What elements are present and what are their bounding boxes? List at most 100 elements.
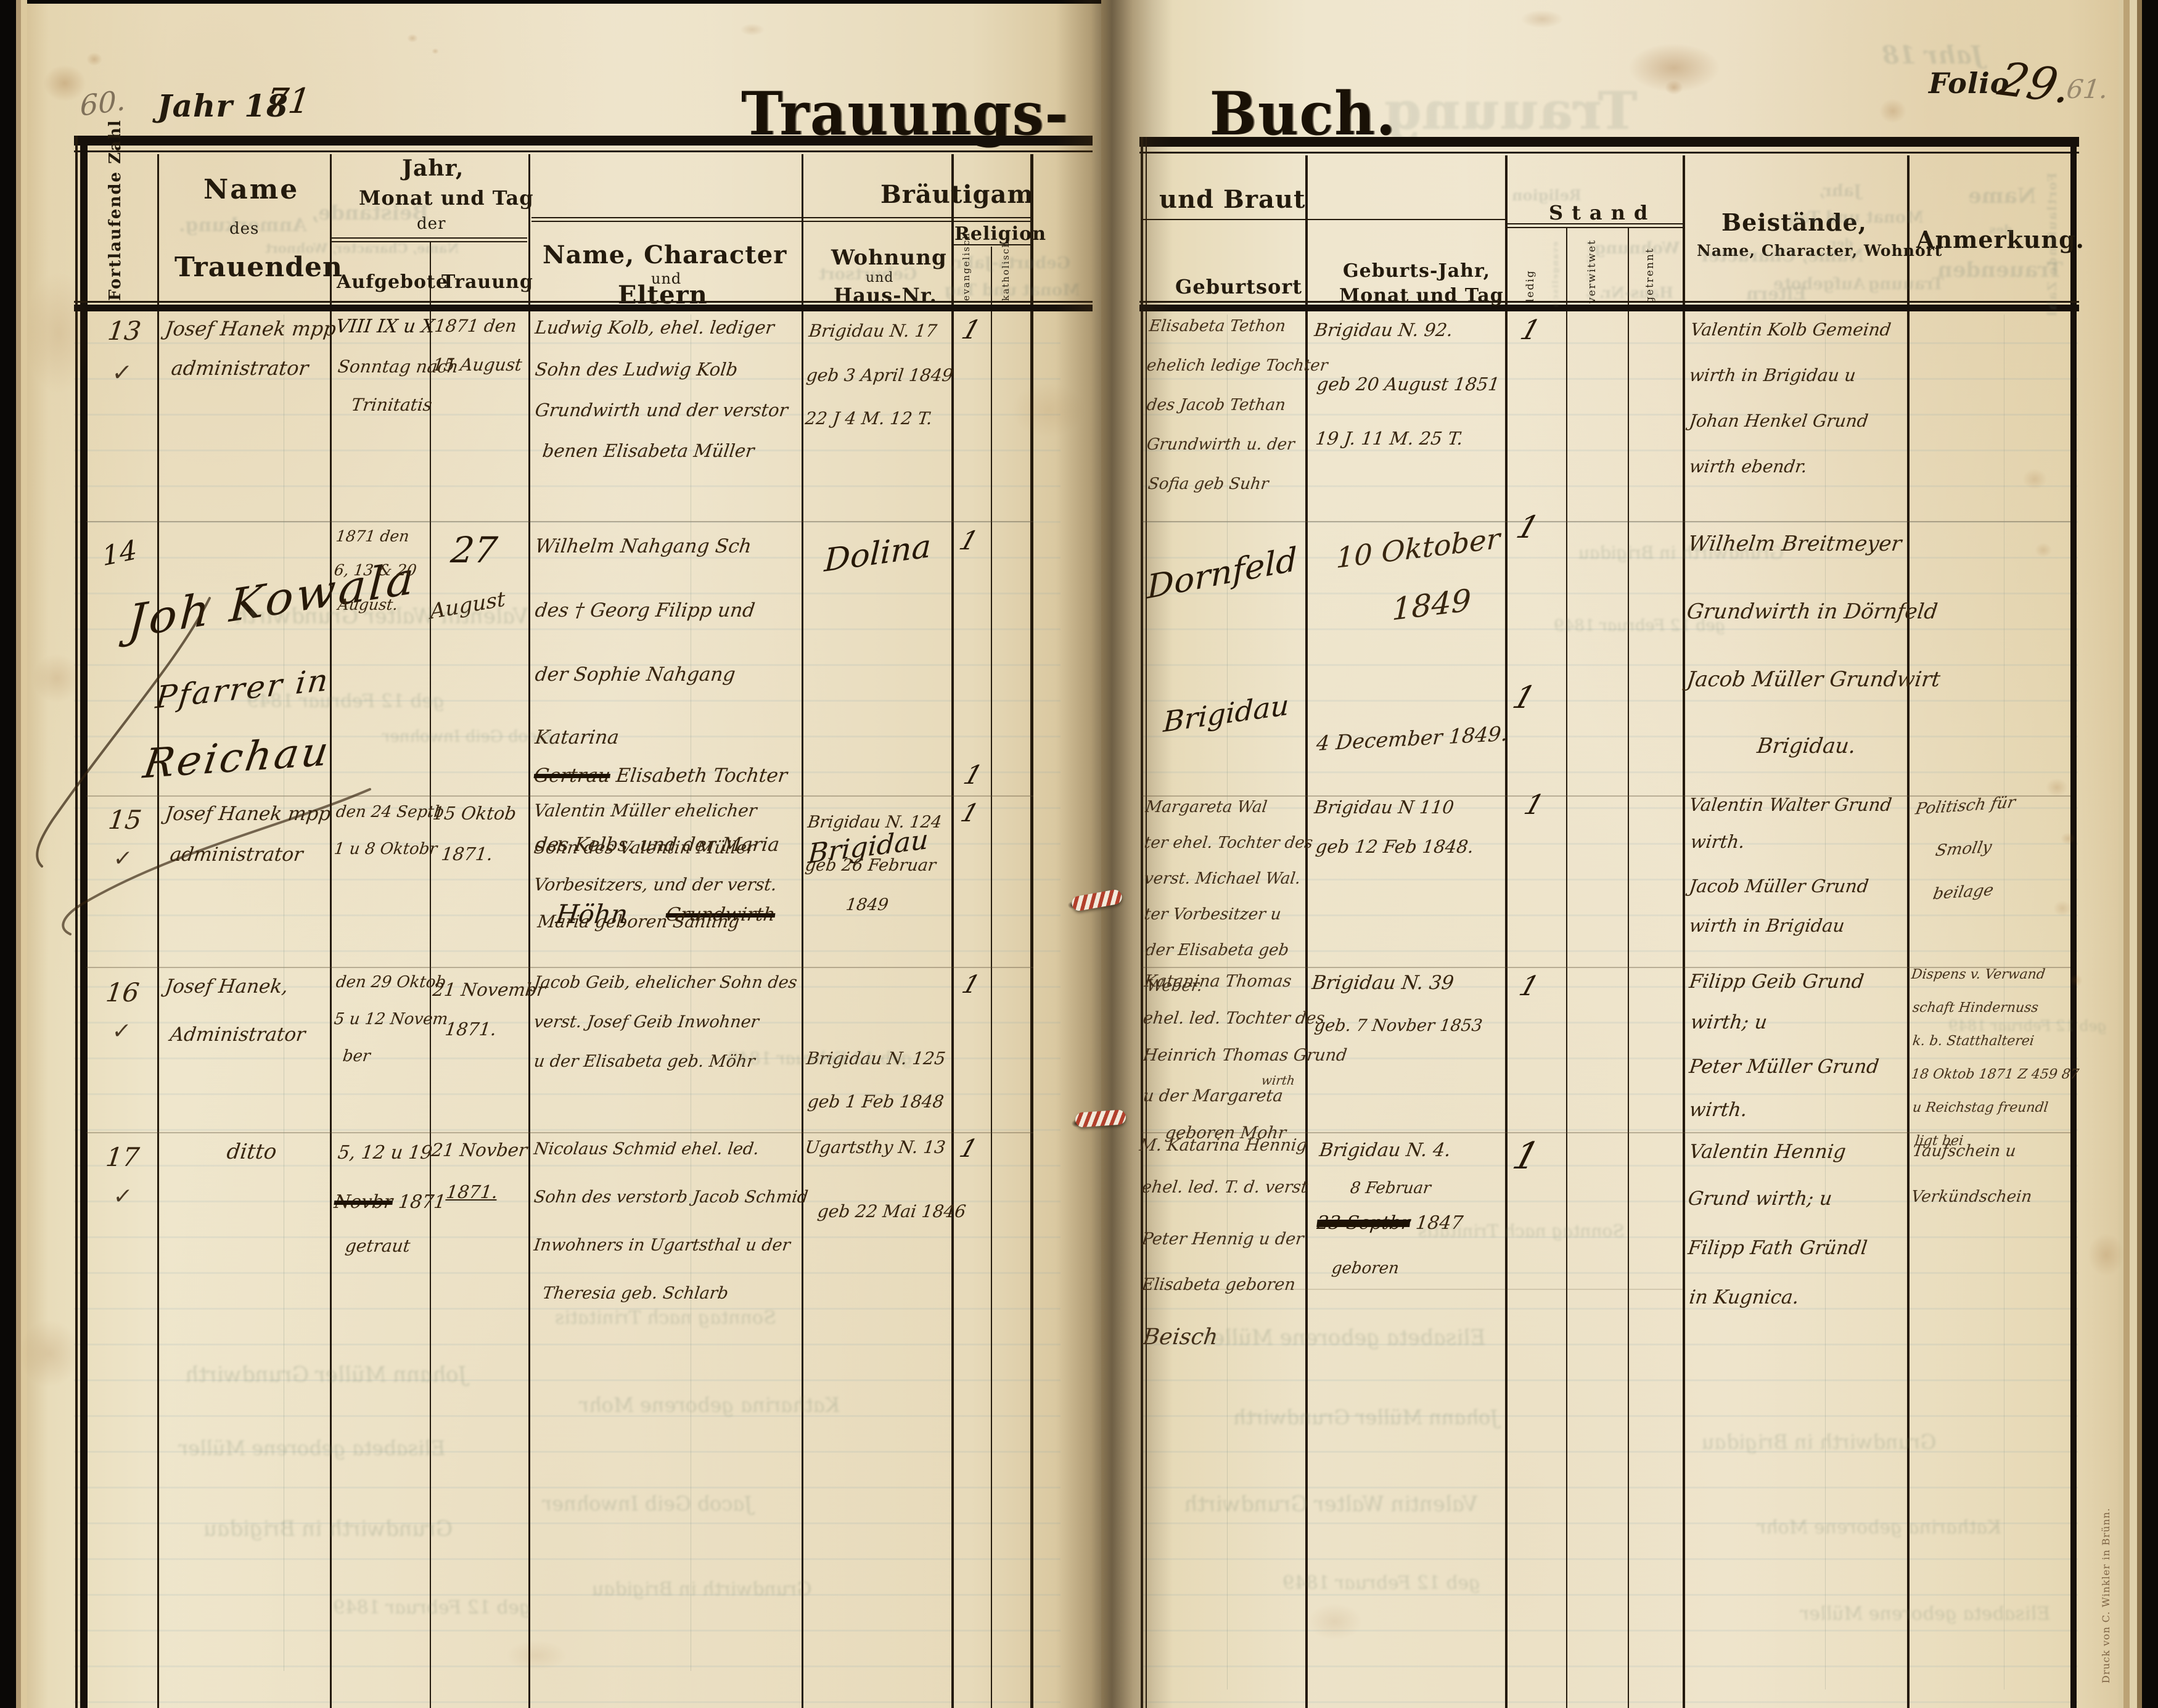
row13-banns-line3: Trinitatis xyxy=(350,395,433,415)
header-der: der xyxy=(417,215,446,233)
bleedthrough-script-20: Katharina geborene Mohr xyxy=(1755,1517,2003,1538)
stain-12 xyxy=(18,1320,80,1387)
row16-groom-line3: u der Elisabeta geb. Möhr xyxy=(533,1052,757,1071)
stain-21 xyxy=(2022,469,2047,490)
stain-8 xyxy=(1879,99,1906,123)
row15-number: 15 xyxy=(106,805,144,835)
row16-note-line3: k. b. Statthalterei xyxy=(1911,1033,2035,1049)
row17-note-line1: Taufschein u xyxy=(1911,1142,2017,1160)
page-edge-right-4 xyxy=(2137,0,2142,1708)
bleedthrough-geburtsjahr: Geburts-Jahr, xyxy=(950,254,1070,273)
row17-witnesses-line4: in Kugnica. xyxy=(1688,1286,1800,1308)
colline-name-jahr xyxy=(330,154,332,1708)
row16-banns-line3: ber xyxy=(342,1047,372,1065)
row16-witnesses-line4: wirth. xyxy=(1688,1099,1749,1121)
bleedthrough-script-2: geb 12 Februar 1849 xyxy=(245,691,446,712)
row17-bride-birth-line4: geboren xyxy=(1331,1259,1400,1278)
row14-groom-line2: des † Georg Filipp und xyxy=(533,599,757,622)
row15-residence-line1: Brigidau N. 124 xyxy=(806,813,943,832)
bleedthrough-script-15: Elisabeta geborene Müller xyxy=(1200,1326,1487,1350)
row17-groom-line4: Theresia geb. Schlarb xyxy=(541,1284,729,1303)
row17-bride-birth-line2: 8 Februar xyxy=(1349,1179,1432,1197)
book-page-left xyxy=(16,4,1101,1708)
folio-label: Folio xyxy=(1929,67,2010,100)
stain-6 xyxy=(1628,43,1720,92)
row17-officiant-ditto: ditto xyxy=(225,1139,278,1164)
stain-3 xyxy=(407,34,418,43)
table-border-left-thick xyxy=(80,136,88,1708)
header-fortlaufende-zahl: Fortlaufende Zahl xyxy=(106,119,125,301)
header-religion: Religion xyxy=(954,223,1047,245)
row16-officiant-line1: Josef Hanek, xyxy=(163,975,290,998)
row-separator-2-right xyxy=(1142,795,2070,797)
row17-note-line2: Verkündschein xyxy=(1910,1188,2033,1206)
row-separator-3-left xyxy=(86,967,1033,968)
stain-2 xyxy=(86,52,102,66)
bleedthrough-name-label: Name xyxy=(1968,184,2037,208)
stain-15 xyxy=(2053,900,2072,916)
table-border-right-left-page xyxy=(1030,154,1033,1708)
bleedthrough-wohnung-label: Wohnung xyxy=(1594,239,1680,258)
bleedthrough-colline-3 xyxy=(1227,314,1228,1690)
header-trauenden: Trauenden xyxy=(174,252,343,283)
bleedthrough-jahr-label: Jahr, xyxy=(1819,182,1861,200)
row15-groom-line3: Vorbesitzers, und der verst. xyxy=(532,874,778,895)
row15-officiant-line1: Josef Hanek mpp xyxy=(163,803,332,825)
row16-note-line1: Dispens v. Verwand xyxy=(1910,967,2046,982)
bleedthrough-script-12: geb 12 Februar 1849 xyxy=(726,1048,914,1069)
row17-bride-birth-line1: Brigidau N. 4. xyxy=(1318,1139,1452,1161)
bleedthrough-beistaende-sub: Name, Character, Wohnort xyxy=(265,240,459,256)
row13-witnesses-line3: Johan Henkel Grund xyxy=(1688,411,1869,431)
row14-groom-line1: Wilhelm Nahgang Sch xyxy=(533,535,753,557)
page-edge-right-1 xyxy=(2119,0,2123,1708)
paper-ruling-right xyxy=(1141,308,2078,1708)
bleedthrough-katholisch-label: katholisch xyxy=(1586,242,1595,302)
colline-aufgebote-trauung xyxy=(430,242,431,1708)
row13-residence-line1: Brigidau N. 17 xyxy=(807,321,938,341)
row13-officiant-line1: Josef Hanek mpp xyxy=(163,317,338,340)
bleedthrough-namechar-label: Name, Character xyxy=(1699,245,1864,266)
row16-bride-birth-line1: Brigidau N. 39 xyxy=(1310,972,1455,994)
bleedthrough-script-4: Johann Müller Grundwirth xyxy=(183,1363,469,1387)
bleedthrough-anmerkung: Anmerkung. xyxy=(179,215,307,236)
signature-flourish xyxy=(36,597,371,935)
bleedthrough-evangelisch-label: evangelisch xyxy=(1551,242,1561,308)
rule-under-jahr-1 xyxy=(331,237,527,239)
row-separator-4-left xyxy=(86,1132,1033,1133)
row14-witnesses-line3: Jacob Müller Grundwirt xyxy=(1685,667,1942,692)
rule-under-stand-2 xyxy=(1506,227,1683,228)
row15-officiant-line2: administrator xyxy=(168,844,305,866)
stain-9 xyxy=(1520,10,1564,28)
colline-verwitwet-getrennt xyxy=(1628,227,1629,1708)
page-edge-left-outer xyxy=(16,0,21,1708)
row13-weddingdate-line1: 1871 den xyxy=(433,316,518,336)
row13-weddingdate-line2: 15 August xyxy=(431,355,523,375)
row17-banns-struck-word: Novbr xyxy=(332,1191,394,1213)
page-edge-right-3 xyxy=(2130,0,2137,1708)
bleedthrough-script-9: Katharina geborene Mohr xyxy=(578,1394,842,1417)
printer-imprint: Druck von C. Winkler in Brünn. xyxy=(2100,1508,2112,1683)
row17-banns-line1: 5, 12 u 19 xyxy=(336,1142,434,1164)
page-edge-left-inner xyxy=(21,0,27,1708)
row14-banns-line2: 6, 13 & 20 xyxy=(333,561,418,579)
page-number-pencil-left: 60. xyxy=(80,83,126,123)
rule-under-und-braut xyxy=(1142,219,1505,220)
colline-groomname-wohnung xyxy=(802,154,803,1708)
row17-residence-line2: geb 22 Mai 1846 xyxy=(816,1201,967,1221)
row13-groom-line4: benen Elisabeta Müller xyxy=(541,440,756,461)
row-separator-2-left xyxy=(86,795,1033,797)
binding-gutter-shadow xyxy=(1056,0,1173,1708)
colline-ledig-verwitwet xyxy=(1566,227,1567,1708)
row17-number: 17 xyxy=(104,1142,141,1172)
header-name-des: des xyxy=(229,220,260,238)
row14-groom-struck-word: Gertrau xyxy=(532,765,612,787)
row15-witnesses-line2: wirth. xyxy=(1689,831,1746,852)
row16-bride-line3: Heinrich Thomas Grund xyxy=(1142,1046,1348,1065)
bleedthrough-script-16: Johann Müller Grundwirth xyxy=(1231,1406,1500,1429)
row17-weddingdate-line1: 21 Novber xyxy=(430,1139,529,1160)
row16-note-line2: schaft Hindernuss xyxy=(1911,1000,2040,1016)
row15-residence-line2: geb 26 Februar xyxy=(804,856,937,875)
row17-groom-line1: Nicolaus Schmid ehel. led. xyxy=(533,1139,760,1159)
row15-groom-line4: Maria geboren Sahling xyxy=(536,911,741,932)
